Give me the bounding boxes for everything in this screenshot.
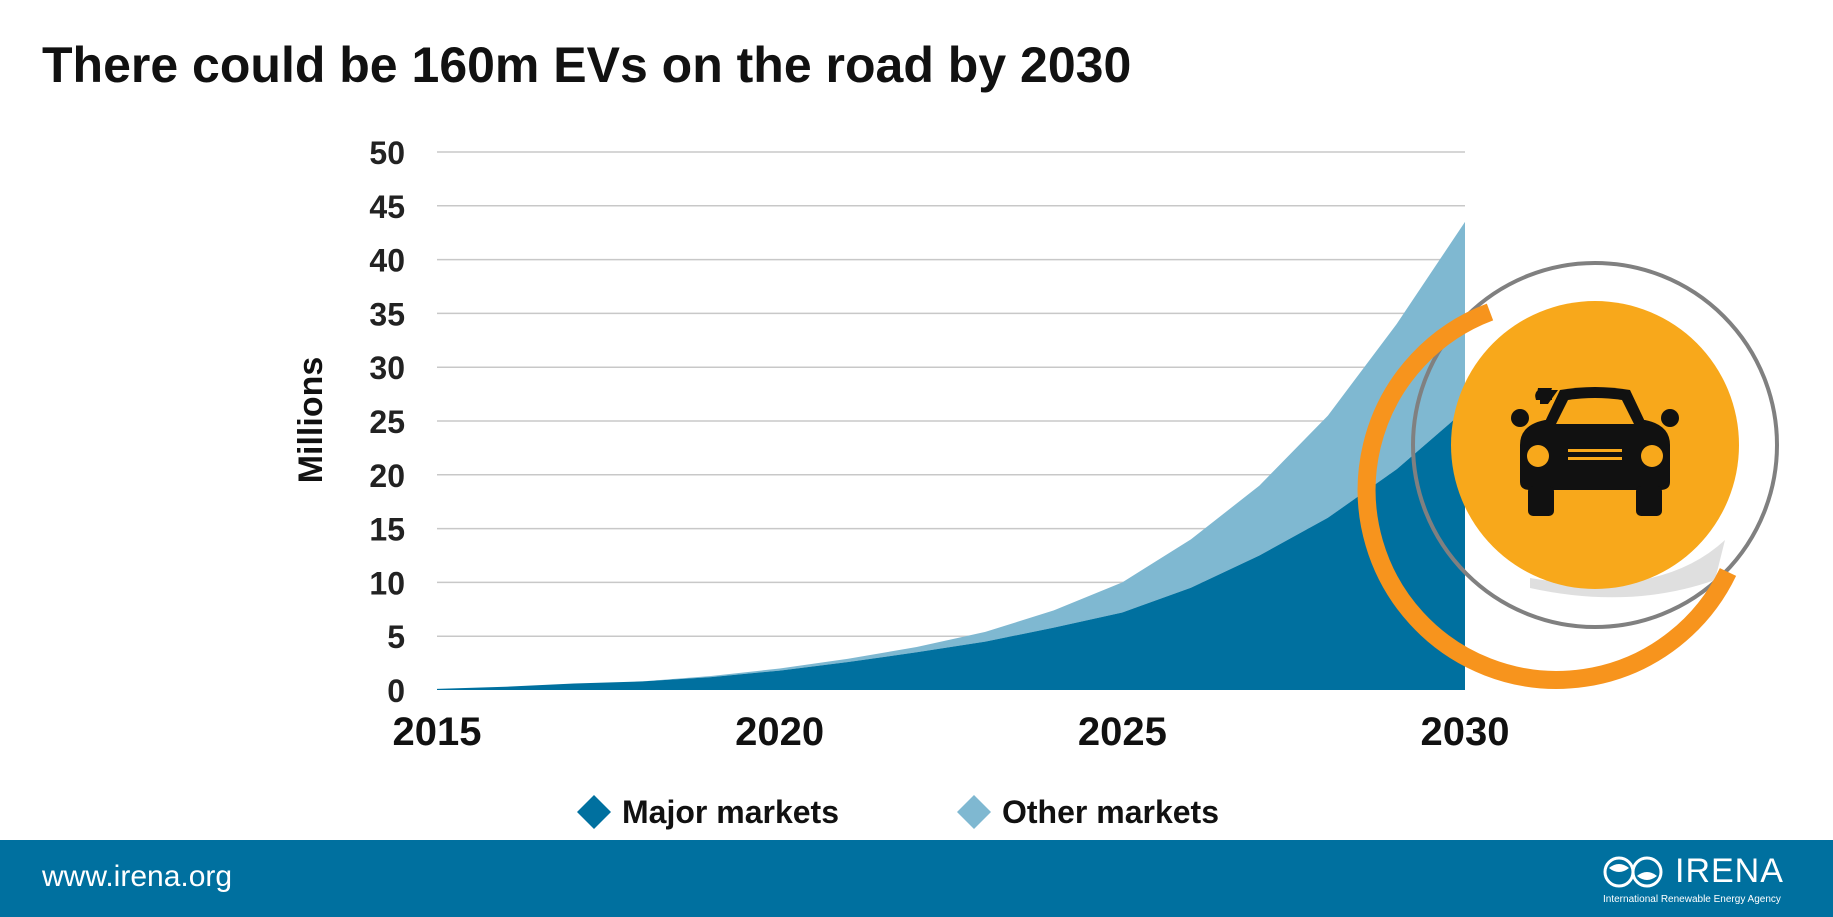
area-major-markets [437,410,1465,690]
x-tick-2015: 2015 [393,710,482,754]
irena-subtitle: International Renewable Energy Agency [1603,894,1781,905]
car-windshield [1556,398,1634,424]
legend: Major markets Other markets [577,794,1219,830]
irena-logo-icon [1603,856,1663,888]
car-grille-2 [1568,457,1622,460]
irena-logo: IRENA International Renewable Energy Age… [1603,852,1793,908]
y-tick-30: 30 [369,350,405,386]
legend-marker-1 [577,795,611,829]
area-series [437,221,1465,690]
y-tick-10: 10 [369,565,405,601]
x-axis-ticks: 2015 2020 2025 2030 [393,710,1510,754]
legend-label-1: Major markets [622,794,839,830]
badge-outline [1411,261,1779,629]
y-axis-ticks: 0 5 10 15 20 25 30 35 40 45 50 [369,135,405,709]
car-badge [1357,261,1779,689]
badge-ring [1357,303,1737,689]
footer-url[interactable]: www.irena.org [42,860,233,893]
y-tick-5: 5 [387,619,405,655]
y-tick-35: 35 [369,296,405,332]
y-tick-15: 15 [369,512,405,548]
car-grille-1 [1568,449,1622,452]
car-headlight-right [1641,445,1663,467]
irena-wordmark: IRENA [1675,852,1784,890]
y-tick-50: 50 [369,135,405,171]
y-axis-label: Millions [292,357,330,484]
chart-title: There could be 160m EVs on the road by 2… [42,37,1132,93]
gridlines [437,151,1465,637]
y-tick-45: 45 [369,189,405,225]
area-other-markets [437,221,1465,689]
legend-label-2: Other markets [1002,794,1219,830]
legend-marker-2 [957,795,991,829]
x-tick-2020: 2020 [735,710,824,754]
badge-shadow [1530,540,1725,598]
car-headlight-left [1527,445,1549,467]
y-tick-20: 20 [369,458,405,494]
y-tick-25: 25 [369,404,405,440]
x-tick-2030: 2030 [1421,710,1510,754]
y-tick-40: 40 [369,243,405,279]
footer-bar: www.irena.org IRENA International Renewa… [0,840,1833,917]
y-tick-0: 0 [387,673,405,709]
x-tick-2025: 2025 [1078,710,1167,754]
